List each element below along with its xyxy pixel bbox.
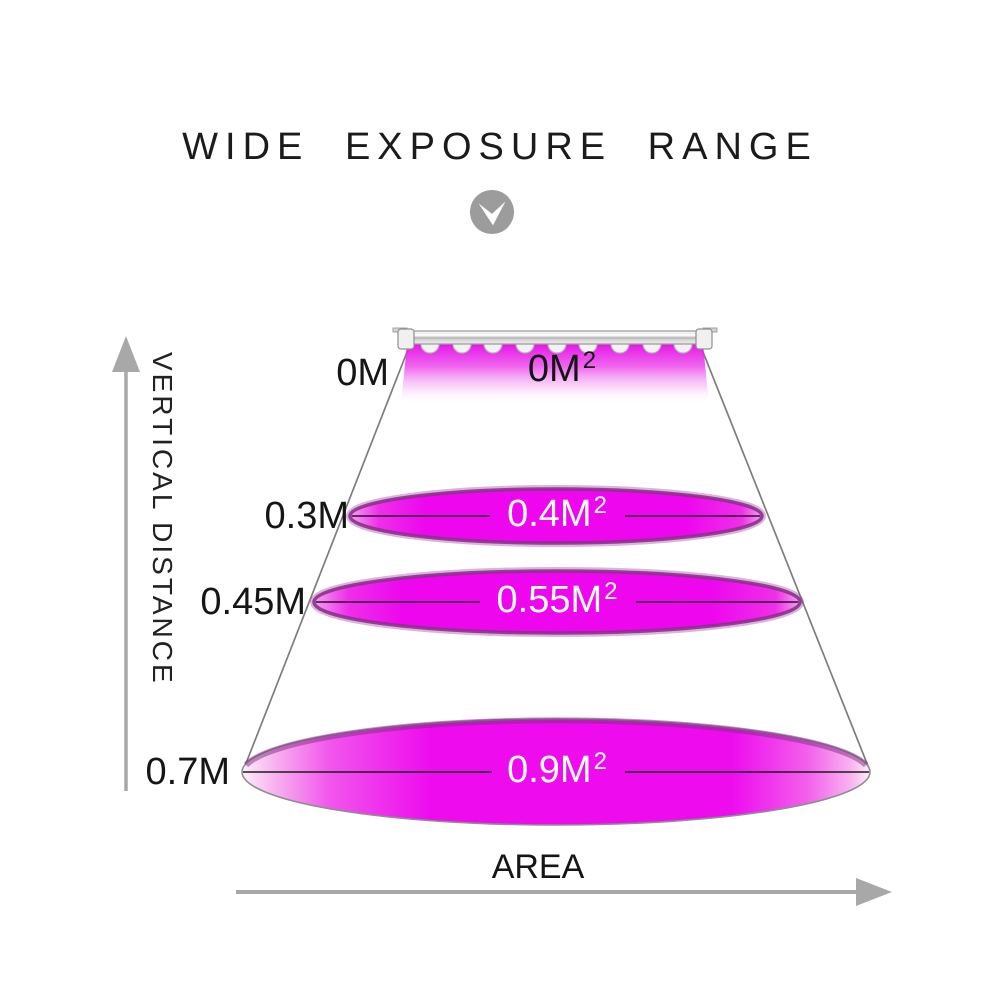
area-value-0m2: 0M2 [527, 347, 596, 393]
area-value-sup: 2 [604, 578, 618, 605]
chevron-circle [469, 189, 515, 235]
distance-label-0m: 0M [336, 352, 389, 394]
ellipse-top-shadow [243, 717, 869, 768]
page-title: WIDE EXPOSURE RANGE [182, 126, 818, 168]
area-value-0-55m2: 0.55M2 [496, 578, 618, 624]
coverage-ellipse-0-45m [310, 567, 804, 637]
coverage-ellipse-0-3m [346, 485, 766, 547]
area-value-0-4m2: 0.4M2 [507, 492, 607, 538]
beam-edge-left [242, 346, 410, 772]
area-value-text: 0.4M [507, 493, 592, 535]
distance-label-0-45m: 0.45M [200, 581, 306, 623]
vertical-arrowhead [112, 336, 140, 372]
fixture-endcap-right [695, 328, 713, 350]
area-value-sup: 2 [593, 492, 607, 519]
area-value-text: 0M [527, 348, 581, 390]
vertical-axis-label: VERTICAL DISTANCE [147, 352, 178, 686]
chevron-arrow [478, 201, 506, 226]
chevron-down-icon [469, 189, 515, 235]
area-value-sup: 2 [582, 347, 597, 374]
area-value-sup: 2 [593, 748, 607, 775]
horizontal-axis-arrow [236, 878, 892, 906]
area-value-text: 0.9M [507, 749, 592, 791]
area-value-text: 0.55M [496, 579, 603, 621]
distance-label-0-7m: 0.7M [145, 751, 230, 793]
vertical-axis-arrow [112, 336, 140, 791]
coverage-ellipse-0-7m [241, 717, 871, 826]
horizontal-arrowhead [856, 878, 892, 906]
distance-label-0-3m: 0.3M [264, 495, 349, 537]
led-grow-light-fixture [392, 327, 718, 354]
fixture-endcap-left [397, 328, 415, 350]
light-beam-gradient [401, 344, 709, 404]
horizontal-axis-label: AREA [491, 848, 585, 886]
area-value-0-9m2: 0.9M2 [507, 748, 607, 794]
beam-edge-right [700, 346, 871, 772]
beam-cone-edges [242, 346, 871, 772]
